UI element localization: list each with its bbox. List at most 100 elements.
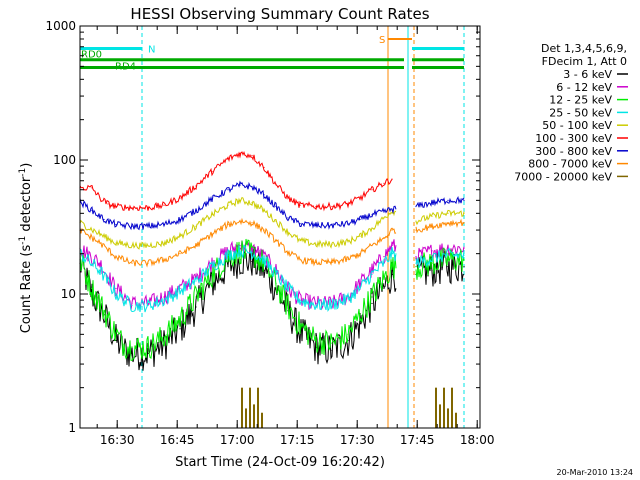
series-6-point-12 <box>251 186 253 188</box>
series-6-point-15 <box>287 217 289 219</box>
series-7 <box>79 217 465 268</box>
series-1-line <box>79 239 465 311</box>
series-3-point-17 <box>331 304 333 306</box>
x-tick-label-1: 16:45 <box>160 433 195 447</box>
series-2-point-3 <box>115 333 117 335</box>
series-3-point-15 <box>299 299 301 301</box>
series-3-point-7 <box>195 280 197 282</box>
series-0-point-28 <box>463 266 465 268</box>
series-0-point-19 <box>331 349 333 351</box>
series-4-point-11 <box>251 202 253 204</box>
series-4-point-4 <box>147 244 149 247</box>
series-3-point-8 <box>211 266 213 268</box>
series-5-point-14 <box>263 166 265 169</box>
series-2-point-25 <box>415 266 417 268</box>
series-3-point-19 <box>359 287 361 290</box>
x-tick-label-0: 16:30 <box>100 433 135 447</box>
series-4-point-18 <box>347 241 349 243</box>
series-6-point-7 <box>179 218 181 221</box>
chart-title: HESSI Observing Summary Count Rates <box>130 5 429 23</box>
series-1-point-3 <box>131 302 133 305</box>
rd0-label: RD0 <box>81 50 102 61</box>
series-2-point-28 <box>463 259 465 261</box>
series-2-point-7 <box>163 336 165 338</box>
series-3-line <box>79 244 465 313</box>
series-3-point-24 <box>431 257 433 259</box>
series-6-point-4 <box>131 225 133 227</box>
y-tick-label-3: 1000 <box>45 19 76 33</box>
series-0-point-22 <box>371 302 373 305</box>
series-2-point-4 <box>123 343 125 346</box>
series-6-point-19 <box>347 223 349 225</box>
series-6-point-21 <box>371 214 373 216</box>
legend-label-6: 300 - 800 keV <box>535 145 612 158</box>
series-6-point-16 <box>299 223 301 225</box>
series-7-point-18 <box>347 258 349 260</box>
series-5-point-3 <box>107 203 109 205</box>
series-5-point-8 <box>179 197 181 199</box>
series-5-point-9 <box>195 185 197 187</box>
series-0-point-3 <box>115 339 117 342</box>
series-1-point-24 <box>431 250 433 252</box>
legend: Det 1,3,4,5,6,9, FDecim 1, Att 0 3 - 6 k… <box>514 42 628 183</box>
series-3-point-21 <box>383 262 385 264</box>
series-3-point-1 <box>99 269 101 272</box>
series-1-point-2 <box>115 287 117 290</box>
series-5-point-17 <box>299 204 301 206</box>
series-7-point-7 <box>195 244 197 247</box>
series-1-point-16 <box>315 302 317 305</box>
series-6-point-6 <box>163 223 165 226</box>
series-6-point-17 <box>315 224 317 227</box>
series-7-point-5 <box>163 259 165 261</box>
series-3-point-3 <box>131 304 133 307</box>
series-3-point-22 <box>391 253 393 255</box>
series-2-point-5 <box>131 346 133 348</box>
x-tick-label-5: 17:45 <box>400 433 435 447</box>
series-8 <box>241 387 457 428</box>
x-tick-label-3: 17:15 <box>280 433 315 447</box>
series-7-point-25 <box>447 222 449 224</box>
legend-label-0: 3 - 6 keV <box>563 68 612 81</box>
series-5-point-21 <box>359 197 361 199</box>
series-4-point-16 <box>315 243 317 245</box>
plot-frame <box>79 25 481 429</box>
series-7-point-15 <box>299 259 301 261</box>
series-4-point-6 <box>179 235 181 237</box>
series-0-point-21 <box>359 323 361 325</box>
series-3-point-14 <box>287 287 289 290</box>
series-2-point-21 <box>359 314 361 316</box>
series-6-point-1 <box>91 209 93 212</box>
series-6-point-22 <box>383 211 385 213</box>
series-7-line <box>79 217 465 268</box>
y-axis-label: Count Rate (s-1 detector-1) <box>18 163 34 334</box>
legend-label-3: 25 - 50 keV <box>549 106 612 119</box>
series-3-point-6 <box>179 290 181 292</box>
y-axis-label-sup1: -1 <box>18 236 28 245</box>
series-4-point-20 <box>371 227 373 229</box>
legend-label-4: 50 - 100 keV <box>542 119 612 132</box>
axis-ticks: 1 10 100 1000 16:30 16:45 17:00 17:15 17:30 17:45… <box>45 19 494 447</box>
y-axis-label-mid: detector <box>19 176 34 236</box>
series-6-point-25 <box>431 202 433 204</box>
series-1-point-19 <box>359 282 361 284</box>
series-1-point-1 <box>99 262 101 264</box>
series-0-point-5 <box>131 352 133 355</box>
series-4-point-14 <box>287 231 289 233</box>
series-3-point-18 <box>347 298 349 300</box>
series-4-point-10 <box>239 199 241 201</box>
series-0-point-13 <box>251 260 253 263</box>
series-4-point-15 <box>299 240 301 242</box>
x-axis-label: Start Time (24-Oct-09 16:20:42) <box>175 455 385 470</box>
legend-header-line-2: FDecim 1, Att 0 <box>542 55 627 68</box>
series-7-point-10 <box>239 220 241 222</box>
x-tick-label-4: 17:30 <box>340 433 375 447</box>
series-7-point-14 <box>287 251 289 253</box>
series-7-point-19 <box>359 253 361 255</box>
series-3-point-23 <box>415 262 417 264</box>
plot-border <box>79 25 481 429</box>
series-2-point-16 <box>287 306 289 308</box>
series-5-point-13 <box>251 154 253 157</box>
series-7-point-11 <box>251 222 253 224</box>
series-7-point-1 <box>99 242 101 244</box>
series-5-point-22 <box>371 189 373 191</box>
